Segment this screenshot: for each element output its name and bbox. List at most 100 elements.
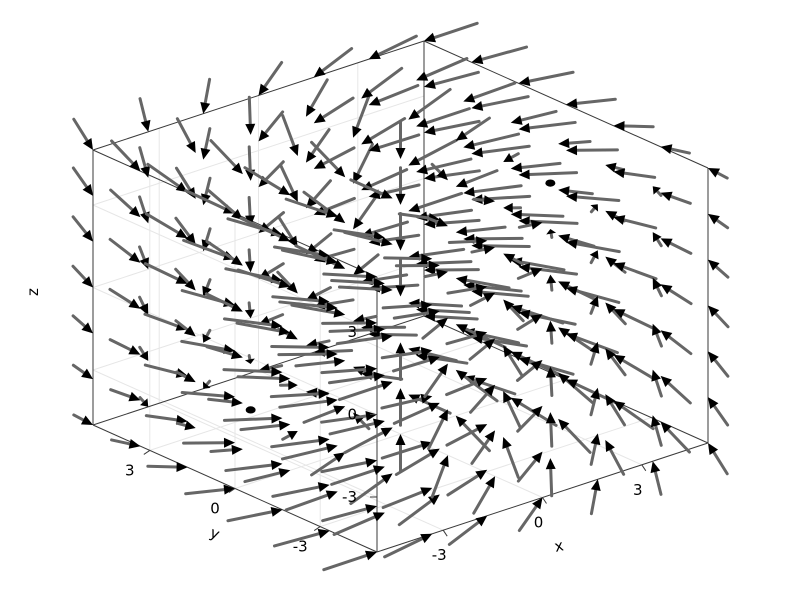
arrow-stem xyxy=(271,485,321,498)
arrow-head xyxy=(353,314,365,324)
vector-arrow xyxy=(510,209,565,220)
arrow-stem xyxy=(589,396,597,417)
arrow-head xyxy=(81,368,93,380)
arrow-stem xyxy=(712,450,729,476)
arrow-stem xyxy=(589,303,596,315)
vector-arrow xyxy=(236,268,291,289)
arrow-head xyxy=(660,421,672,434)
arrow-head xyxy=(200,147,211,160)
gridline-z xyxy=(92,95,425,206)
arrow-head xyxy=(326,301,338,312)
arrow-stem xyxy=(110,139,135,165)
vector-arrow xyxy=(395,434,406,473)
vector-arrow xyxy=(660,375,692,405)
arrow-head xyxy=(503,345,514,358)
arrow-stem xyxy=(146,162,181,188)
arrow-stem xyxy=(472,81,517,100)
vector-arrow xyxy=(272,528,330,548)
vector-arrow xyxy=(71,166,93,196)
arrow-head xyxy=(365,271,377,282)
tick-labels: -3 0 3 -3 0 3 -3 0 3 xyxy=(125,323,647,564)
vector-arrow xyxy=(353,314,378,324)
arrow-head xyxy=(613,168,626,179)
arrow-stem xyxy=(72,117,89,143)
arrow-stem xyxy=(247,145,252,172)
arrow-head xyxy=(546,229,557,235)
arrow-head xyxy=(651,369,661,382)
arrow-head xyxy=(475,469,488,480)
vector-arrow xyxy=(708,305,730,329)
arrow-head xyxy=(353,264,365,276)
vector-arrow xyxy=(463,184,523,197)
arrow-stem xyxy=(716,171,729,180)
vector-arrow xyxy=(280,248,338,265)
arrow-stem xyxy=(517,505,538,533)
arrow-head xyxy=(368,96,381,106)
arrow-head xyxy=(518,122,531,133)
arrow-head xyxy=(318,388,330,399)
arrow-head xyxy=(613,400,626,412)
vector-arrow xyxy=(270,342,330,353)
arrow-head xyxy=(287,430,298,440)
arrow-stem xyxy=(669,147,691,155)
arrow-head xyxy=(510,162,523,173)
arrow-stem xyxy=(446,474,480,497)
vector-arrow xyxy=(518,70,575,87)
arrow-stem xyxy=(611,309,627,326)
arrow-head xyxy=(288,189,298,202)
arrow-stem xyxy=(472,132,521,147)
vector-arrow xyxy=(463,132,521,150)
arrow-stem xyxy=(205,239,236,262)
z-tick-label: 3 xyxy=(347,323,357,341)
arrow-stem xyxy=(427,417,445,451)
arrow-stem xyxy=(516,271,534,280)
vector-arrow xyxy=(455,369,499,403)
arrow-head xyxy=(278,185,291,196)
arrow-stem xyxy=(327,375,376,385)
arrow-head xyxy=(223,484,235,495)
vector-arrow xyxy=(368,34,418,60)
vector-arrow xyxy=(566,286,621,304)
arrow-stem xyxy=(567,189,594,196)
vector-arrow xyxy=(332,512,385,536)
vector-arrow xyxy=(180,390,235,401)
arrow-head xyxy=(546,320,557,332)
vector-arrow xyxy=(320,411,377,424)
vector-arrow xyxy=(660,284,693,306)
arrow-stem xyxy=(138,195,147,215)
arrow-head xyxy=(200,101,211,114)
vector-arrow xyxy=(518,263,579,276)
arrow-head xyxy=(708,213,720,225)
vector-arrow xyxy=(146,462,188,472)
arrow-head xyxy=(325,255,338,265)
vector-arrow xyxy=(424,70,480,89)
arrow-head xyxy=(475,424,488,434)
arrow-head xyxy=(558,418,570,431)
arrow-stem xyxy=(263,60,284,88)
arrow-head xyxy=(380,236,393,247)
vector-arrow xyxy=(545,179,556,187)
arrow-stem xyxy=(143,363,179,375)
arrow-stem xyxy=(397,499,433,527)
vector-arrow xyxy=(468,338,496,361)
arrow-stem xyxy=(174,166,192,192)
arrow-stem xyxy=(239,424,281,432)
arrow-stem xyxy=(622,218,658,230)
arrow-head xyxy=(471,147,483,158)
arrow-stem xyxy=(608,448,626,476)
arrow-stem xyxy=(138,345,146,355)
vector-arrow xyxy=(408,87,452,120)
arrow-head xyxy=(271,366,283,377)
vector-arrow xyxy=(368,133,421,153)
vector-arrow xyxy=(589,433,601,466)
arrow-stem xyxy=(509,306,525,323)
arrow-stem xyxy=(621,358,657,381)
arrow-stem xyxy=(281,434,291,441)
vector-arrow xyxy=(469,292,496,307)
arrow-head xyxy=(278,325,291,336)
vector-arrow xyxy=(566,145,619,156)
vector-arrow xyxy=(108,237,141,263)
gridline-z xyxy=(92,369,378,498)
y-tick-mark xyxy=(313,526,321,532)
arrow-stem xyxy=(321,96,355,119)
